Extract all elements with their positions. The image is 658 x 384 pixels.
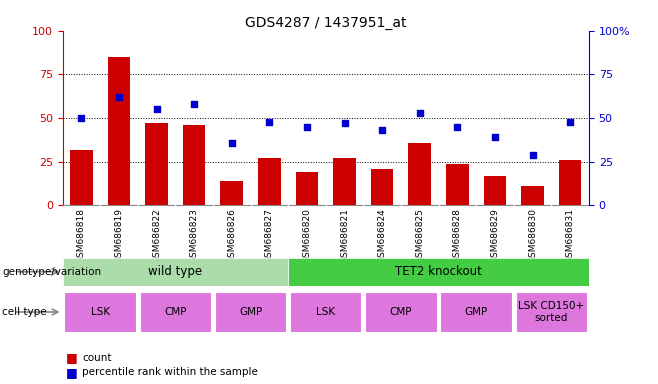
- Text: CMP: CMP: [164, 307, 187, 317]
- Bar: [446, 164, 468, 205]
- Text: GSM686828: GSM686828: [453, 208, 462, 263]
- Text: GMP: GMP: [465, 307, 488, 317]
- Point: [377, 127, 388, 133]
- Text: LSK: LSK: [316, 307, 336, 317]
- Bar: [409, 142, 431, 205]
- Point: [226, 139, 237, 146]
- Point: [151, 106, 162, 113]
- Text: LSK CD150+
sorted: LSK CD150+ sorted: [519, 301, 584, 323]
- Text: ■: ■: [66, 351, 78, 364]
- Text: GSM686821: GSM686821: [340, 208, 349, 263]
- Point: [490, 134, 500, 141]
- Bar: [63, 258, 288, 286]
- Point: [76, 115, 87, 121]
- Point: [527, 152, 538, 158]
- Bar: [516, 292, 587, 332]
- Text: genotype/variation: genotype/variation: [2, 266, 101, 277]
- Text: percentile rank within the sample: percentile rank within the sample: [82, 367, 258, 377]
- Bar: [440, 292, 512, 332]
- Point: [340, 120, 350, 126]
- Text: CMP: CMP: [390, 307, 412, 317]
- Text: ■: ■: [66, 366, 78, 379]
- Bar: [521, 186, 544, 205]
- Text: wild type: wild type: [148, 265, 203, 278]
- Bar: [559, 160, 582, 205]
- Bar: [333, 158, 356, 205]
- Bar: [139, 292, 211, 332]
- Text: GMP: GMP: [239, 307, 262, 317]
- Bar: [258, 158, 280, 205]
- Bar: [183, 125, 205, 205]
- Bar: [290, 292, 361, 332]
- Point: [301, 124, 312, 130]
- Point: [565, 119, 575, 125]
- Point: [264, 119, 274, 125]
- Text: GSM686819: GSM686819: [114, 208, 124, 263]
- Text: GSM686818: GSM686818: [77, 208, 86, 263]
- Point: [415, 110, 425, 116]
- Title: GDS4287 / 1437951_at: GDS4287 / 1437951_at: [245, 16, 407, 30]
- Text: GSM686831: GSM686831: [566, 208, 574, 263]
- Point: [452, 124, 463, 130]
- Bar: [108, 57, 130, 205]
- Text: GSM686826: GSM686826: [227, 208, 236, 263]
- Point: [189, 101, 199, 107]
- Text: TET2 knockout: TET2 knockout: [395, 265, 482, 278]
- Bar: [371, 169, 393, 205]
- Bar: [64, 292, 136, 332]
- Bar: [288, 258, 589, 286]
- Text: GSM686825: GSM686825: [415, 208, 424, 263]
- Text: GSM686824: GSM686824: [378, 208, 387, 263]
- Bar: [215, 292, 286, 332]
- Bar: [70, 149, 93, 205]
- Bar: [484, 176, 506, 205]
- Text: count: count: [82, 353, 112, 363]
- Bar: [365, 292, 437, 332]
- Text: GSM686829: GSM686829: [490, 208, 499, 263]
- Text: GSM686827: GSM686827: [265, 208, 274, 263]
- Text: GSM686820: GSM686820: [303, 208, 311, 263]
- Bar: [145, 123, 168, 205]
- Bar: [295, 172, 318, 205]
- Point: [114, 94, 124, 100]
- Text: GSM686823: GSM686823: [190, 208, 199, 263]
- Text: GSM686822: GSM686822: [152, 208, 161, 263]
- Bar: [220, 181, 243, 205]
- Text: LSK: LSK: [91, 307, 110, 317]
- Text: cell type: cell type: [2, 307, 47, 317]
- Text: GSM686830: GSM686830: [528, 208, 537, 263]
